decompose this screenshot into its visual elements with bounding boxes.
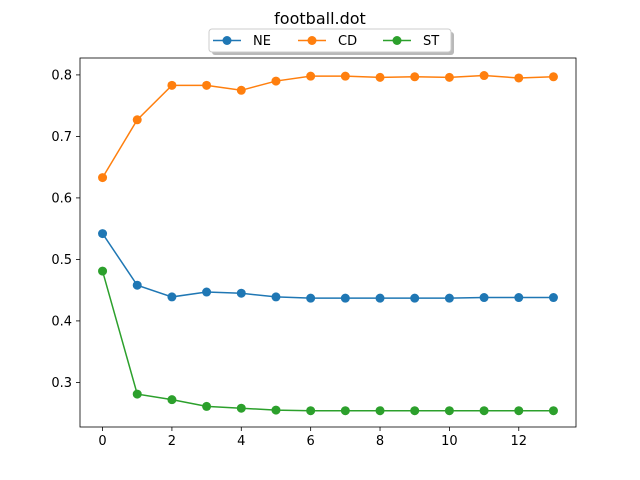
data-point <box>479 293 489 303</box>
data-point <box>444 293 454 303</box>
legend-label: CD <box>338 34 357 49</box>
data-point <box>548 293 558 303</box>
data-point <box>514 73 524 83</box>
data-point <box>271 76 281 86</box>
y-tick-label: 0.6 <box>51 191 72 206</box>
y-tick-label: 0.5 <box>51 253 72 268</box>
data-point <box>167 395 177 405</box>
data-point <box>132 280 142 290</box>
data-point <box>410 406 420 416</box>
data-point <box>375 293 385 303</box>
data-point <box>479 71 489 81</box>
data-point <box>236 403 246 413</box>
data-point <box>167 80 177 90</box>
data-point <box>132 389 142 399</box>
data-point <box>444 72 454 82</box>
data-point <box>271 405 281 415</box>
data-point <box>98 173 108 183</box>
data-point <box>271 292 281 302</box>
y-tick-label: 0.3 <box>51 376 72 391</box>
data-point <box>548 406 558 416</box>
plot-frame <box>79 57 577 428</box>
data-point <box>514 293 524 303</box>
data-point <box>202 287 212 297</box>
series-line <box>101 74 554 179</box>
legend-item-st: ST <box>383 34 439 49</box>
y-tick-label: 0.4 <box>51 314 72 329</box>
data-point <box>306 71 316 81</box>
data-point <box>167 292 177 302</box>
legend-box <box>208 28 452 53</box>
chart-title: football.dot <box>274 9 366 28</box>
x-tick-label: 8 <box>376 434 384 449</box>
data-point <box>306 406 316 416</box>
data-point <box>514 406 524 416</box>
series-cd <box>98 71 558 183</box>
x-tick-label: 4 <box>237 434 245 449</box>
series-layer <box>98 71 558 416</box>
x-tick-label: 10 <box>441 434 458 449</box>
legend-item-ne: NE <box>213 34 271 49</box>
series-line <box>101 233 554 299</box>
data-point <box>132 115 142 125</box>
data-point <box>306 293 316 303</box>
data-point <box>444 406 454 416</box>
x-tick-label: 12 <box>510 434 527 449</box>
legend-marker <box>392 36 402 45</box>
legend-item-cd: CD <box>298 34 357 49</box>
y-tick-label: 0.7 <box>51 130 72 145</box>
data-point <box>340 293 350 303</box>
axes: 0 2 4 6 8 10 12 0.3 0.4 0.5 0.6 0.7 0.8 <box>51 57 577 449</box>
data-point <box>202 401 212 411</box>
series-line <box>101 270 554 412</box>
legend-marker <box>307 36 317 45</box>
data-point <box>202 80 212 90</box>
data-point <box>236 288 246 298</box>
legend-label: ST <box>423 34 439 49</box>
x-tick-label: 6 <box>307 434 315 449</box>
data-point <box>98 266 108 276</box>
series-ne <box>98 229 558 303</box>
data-point <box>410 72 420 82</box>
data-point <box>548 72 558 82</box>
series-st <box>98 266 558 416</box>
x-tick-label: 0 <box>98 434 106 449</box>
data-point <box>479 406 489 416</box>
data-point <box>375 406 385 416</box>
legend: NE CD ST <box>208 28 454 55</box>
data-point <box>340 71 350 81</box>
data-point <box>98 229 108 239</box>
legend-label: NE <box>253 34 271 49</box>
x-tick-label: 2 <box>168 434 176 449</box>
data-point <box>340 406 350 416</box>
data-point <box>375 72 385 82</box>
data-point <box>236 85 246 95</box>
y-tick-label: 0.8 <box>51 68 72 83</box>
data-point <box>410 293 420 303</box>
legend-marker <box>222 36 232 45</box>
